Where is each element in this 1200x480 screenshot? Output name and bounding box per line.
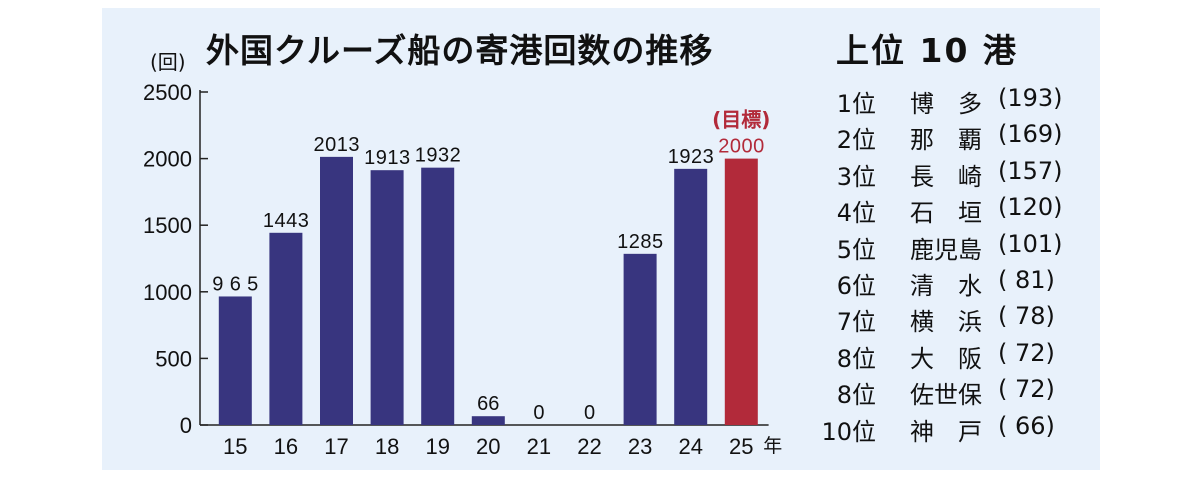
x-tick-label: 22 — [577, 434, 601, 459]
bar-value-label: 2000 — [718, 136, 764, 158]
port-count: (101) — [998, 229, 1063, 258]
rank-label: 1位 — [836, 90, 876, 118]
port-name: 神 戸 — [910, 417, 982, 446]
x-tick-label: 19 — [425, 434, 449, 459]
y-tick-label: 1000 — [143, 280, 192, 305]
target-bar — [724, 158, 758, 425]
rank-label: 7位 — [836, 308, 876, 337]
x-tick-label: 15 — [223, 434, 247, 459]
port-count: ( 72) — [998, 338, 1055, 367]
x-axis-unit: 年 — [763, 435, 782, 457]
port-count: (169) — [998, 120, 1063, 149]
chart-panel — [102, 8, 1100, 470]
y-tick-label: 2000 — [143, 147, 192, 172]
y-tick-label: 500 — [155, 346, 192, 371]
port-name: 清 水 — [910, 271, 982, 300]
rank-label: 2位 — [836, 126, 876, 155]
y-tick-label: 0 — [180, 413, 192, 438]
port-count: ( 78) — [998, 302, 1055, 331]
rank-label: 10位 — [821, 417, 876, 446]
port-count: (193) — [998, 84, 1063, 112]
port-name: 那 覇 — [910, 126, 982, 155]
x-tick-label: 20 — [476, 434, 500, 459]
x-tick-label: 16 — [274, 434, 298, 459]
rank-label: 8位 — [836, 344, 876, 373]
x-tick-label: 23 — [628, 434, 652, 459]
bars — [218, 156, 758, 426]
rank-label: 3位 — [836, 162, 876, 191]
port-name: 横 浜 — [910, 308, 982, 337]
x-tick-label: 17 — [324, 434, 348, 459]
y-axis-unit: (回) — [150, 50, 186, 74]
target-label: (目標) — [712, 108, 770, 132]
rank-label: 4位 — [836, 199, 876, 228]
bar-value-label: 1932 — [415, 145, 461, 167]
port-name: 石 垣 — [910, 199, 982, 228]
port-count: ( 66) — [998, 411, 1055, 440]
bar-value-label: 0 — [533, 402, 544, 424]
bar-value-label: 1443 — [263, 210, 309, 232]
bar-value-label: 1923 — [668, 146, 714, 168]
port-name: 鹿児島 — [910, 235, 982, 264]
bar — [623, 253, 657, 425]
bar — [471, 416, 505, 425]
port-name: 佐世保 — [910, 381, 982, 410]
bar — [320, 156, 353, 425]
chart-title: 外国クルーズ船の寄港回数の推移 — [206, 31, 714, 70]
ranking-title: 上位 10 港 — [836, 31, 1018, 70]
bar-value-label: 1913 — [364, 147, 410, 169]
x-tick-label: 18 — [375, 434, 399, 459]
rank-label: 6位 — [836, 271, 876, 300]
bar — [421, 167, 455, 425]
port-count: (157) — [998, 156, 1063, 185]
port-count: (120) — [998, 193, 1063, 222]
x-tick-label: 24 — [678, 434, 702, 459]
port-name: 博 多 — [910, 90, 982, 118]
bar-value-label: 2013 — [314, 134, 360, 156]
port-name: 大 阪 — [910, 344, 982, 373]
y-tick-label: 2500 — [143, 80, 192, 105]
rank-label: 5位 — [836, 235, 876, 264]
bar-value-label: 0 — [584, 402, 595, 424]
bar — [370, 170, 404, 425]
port-count: ( 81) — [998, 265, 1055, 294]
x-tick-label: 21 — [527, 434, 551, 459]
port-count: ( 72) — [998, 375, 1055, 404]
bar-value-label: 965 — [212, 273, 258, 295]
rank-label: 8位 — [836, 381, 876, 410]
bar — [269, 232, 303, 425]
bar-value-label: 1285 — [617, 231, 663, 253]
bar-value-label: 66 — [477, 393, 499, 415]
port-name: 長 崎 — [910, 162, 982, 191]
bar — [674, 168, 708, 426]
x-tick-label: 25 — [729, 434, 753, 459]
y-tick-label: 1500 — [143, 213, 192, 238]
bar — [218, 296, 252, 425]
